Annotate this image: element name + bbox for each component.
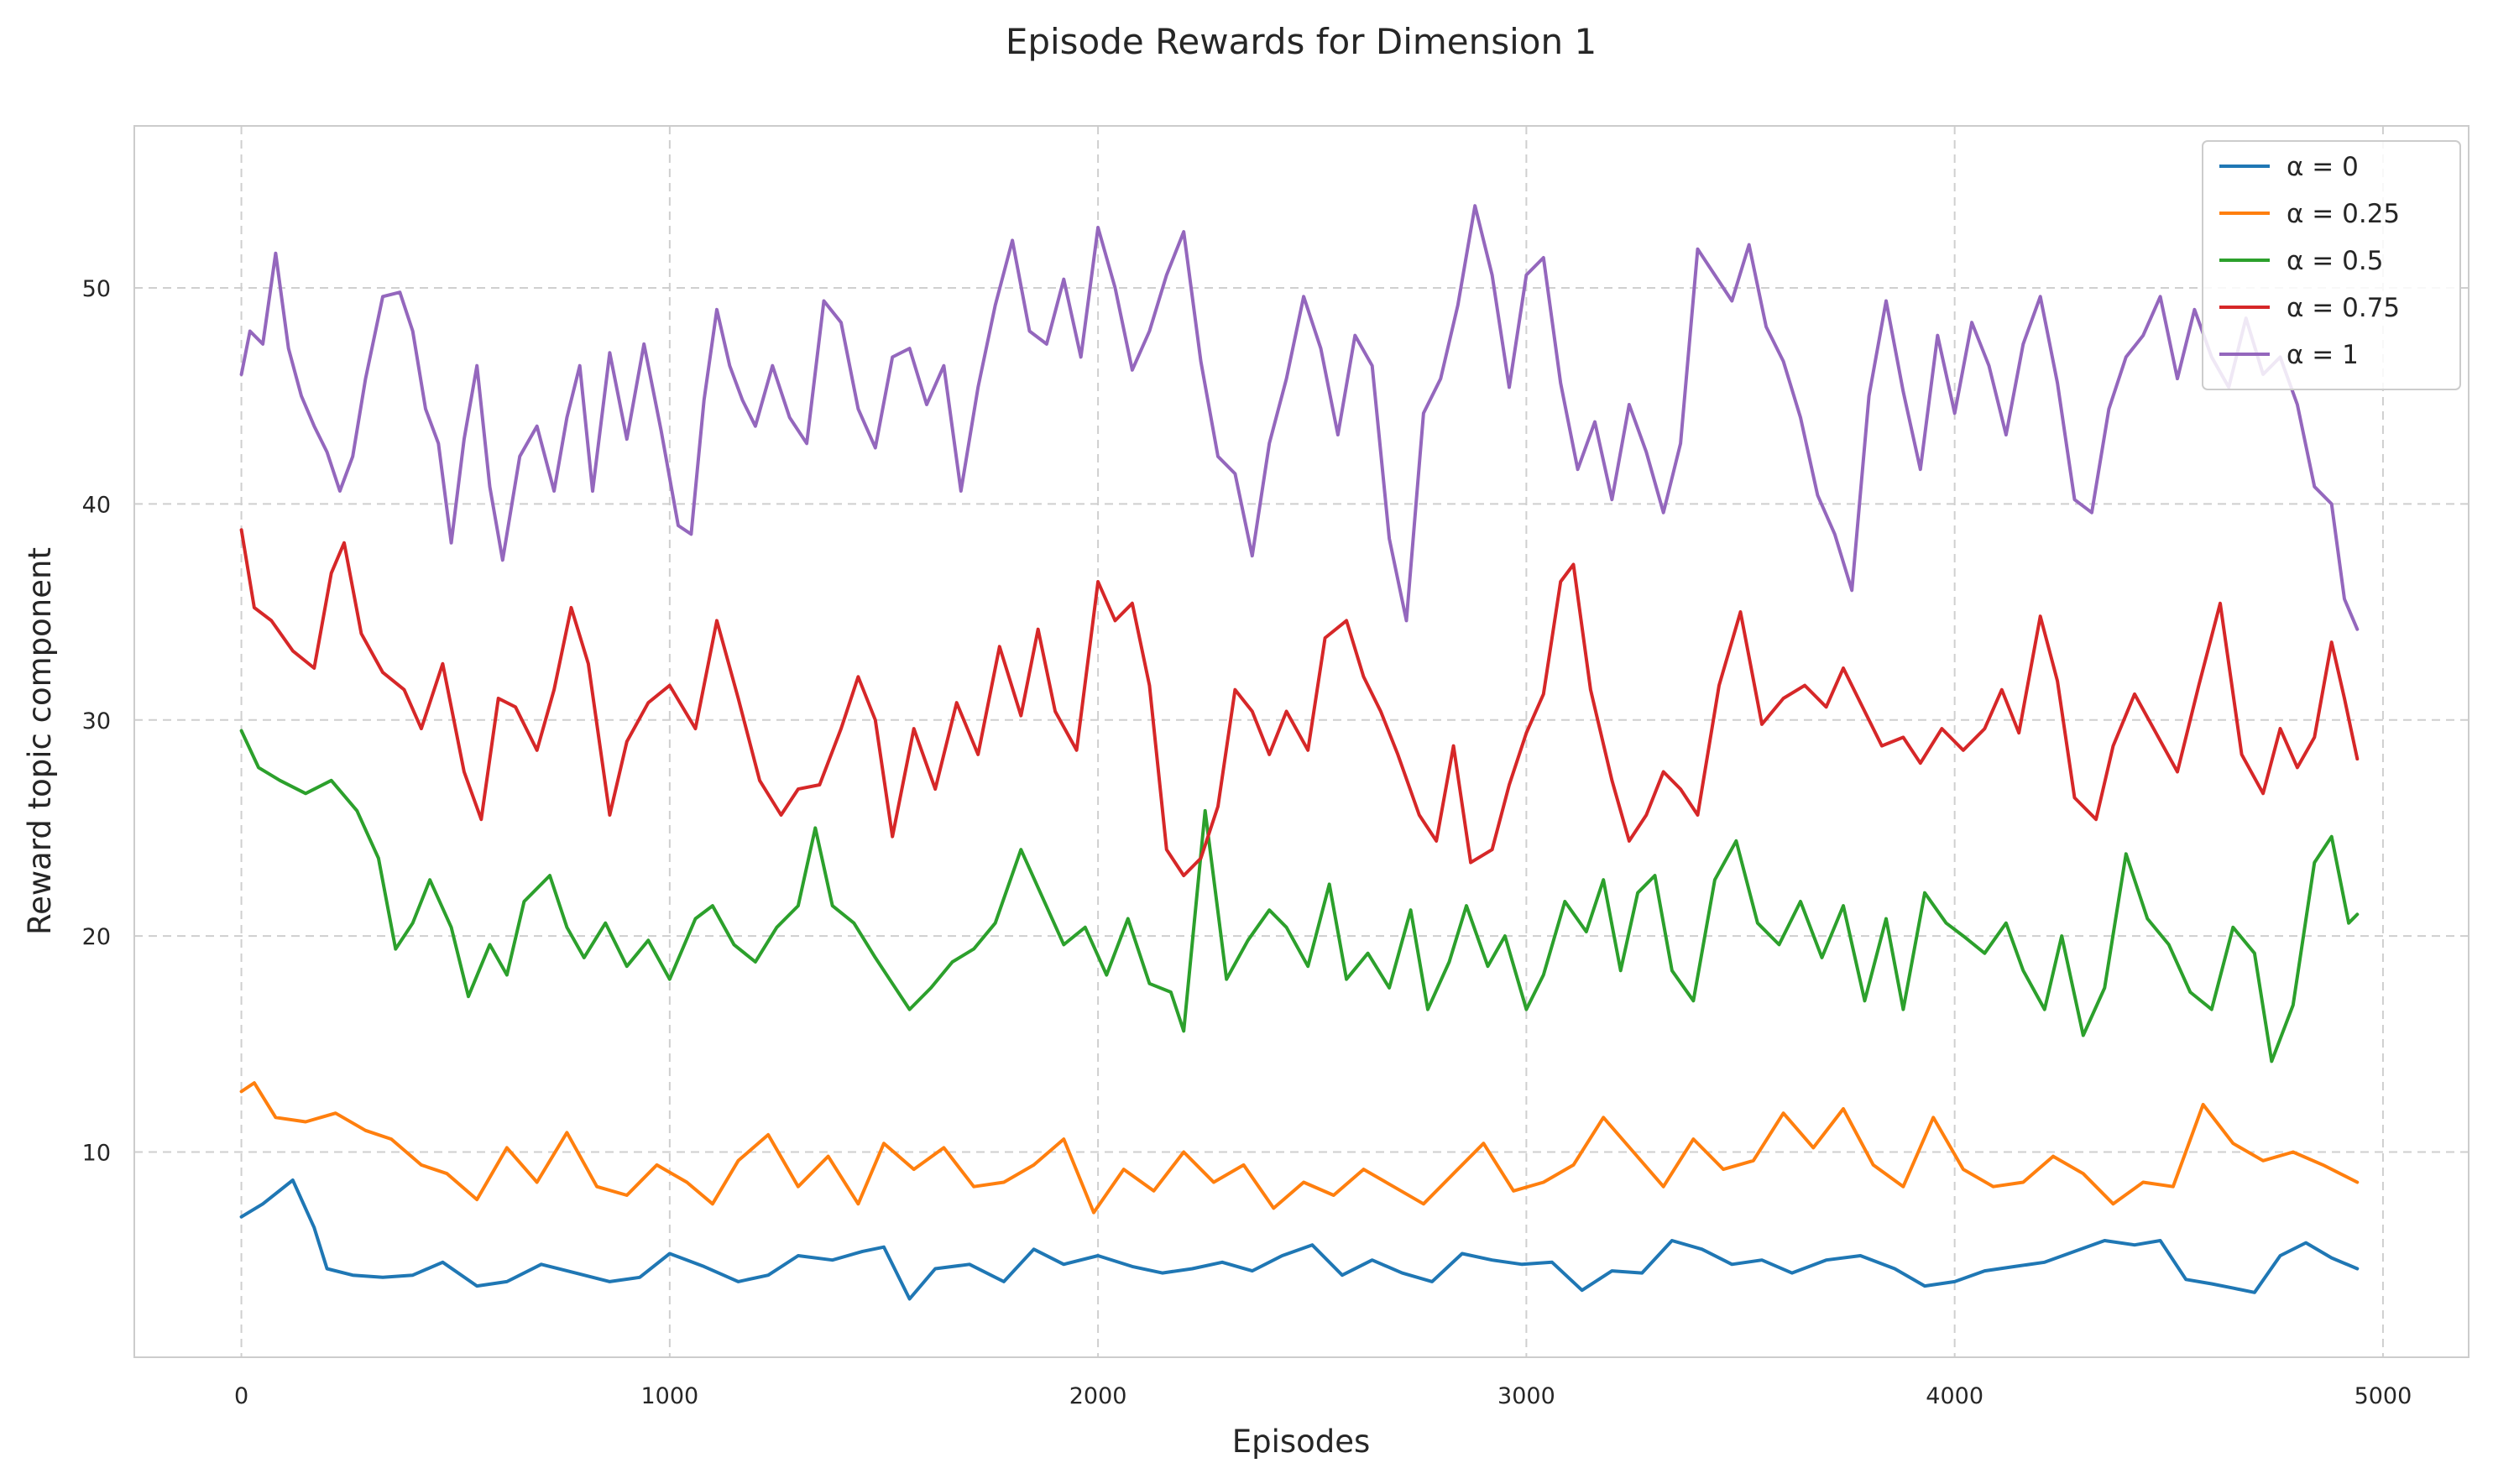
series-layer (239, 204, 2360, 1301)
series-line-3 (239, 528, 2360, 878)
series-line-4 (239, 204, 2360, 631)
x-tick-label: 4000 (1926, 1383, 1983, 1409)
x-axis-ticks: 0 1000 2000 3000 4000 5000 (234, 1383, 2412, 1409)
legend-label-3: α = 0.75 (2287, 293, 2400, 323)
y-tick-label: 10 (82, 1141, 111, 1167)
x-tick-label: 5000 (2354, 1383, 2412, 1409)
y-axis-ticks: 10 20 30 40 50 (82, 276, 111, 1166)
series-line-2 (239, 729, 2360, 1063)
legend-label-1: α = 0.25 (2287, 199, 2400, 229)
x-tick-label: 3000 (1497, 1383, 1555, 1409)
legend: α = 0 α = 0.25 α = 0.5 α = 0.75 α = 1 (2202, 140, 2461, 390)
x-tick-label: 0 (234, 1383, 248, 1409)
y-tick-label: 30 (82, 708, 111, 734)
legend-label-4: α = 1 (2287, 340, 2359, 370)
y-axis-label: Reward topic component (22, 547, 58, 935)
series-line-1 (239, 1081, 2360, 1215)
plot-area-border (133, 125, 2469, 1358)
legend-label-2: α = 0.5 (2287, 246, 2383, 276)
y-tick-label: 20 (82, 924, 111, 950)
x-tick-label: 2000 (1069, 1383, 1127, 1409)
x-tick-label: 1000 (640, 1383, 698, 1409)
legend-box (2202, 140, 2461, 390)
chart-title: Episode Rewards for Dimension 1 (1006, 21, 1597, 62)
series-line-0 (239, 1178, 2360, 1301)
legend-label-0: α = 0 (2287, 152, 2359, 182)
y-tick-label: 40 (82, 492, 111, 518)
x-axis-label: Episodes (1232, 1424, 1371, 1460)
y-tick-label: 50 (82, 276, 111, 302)
